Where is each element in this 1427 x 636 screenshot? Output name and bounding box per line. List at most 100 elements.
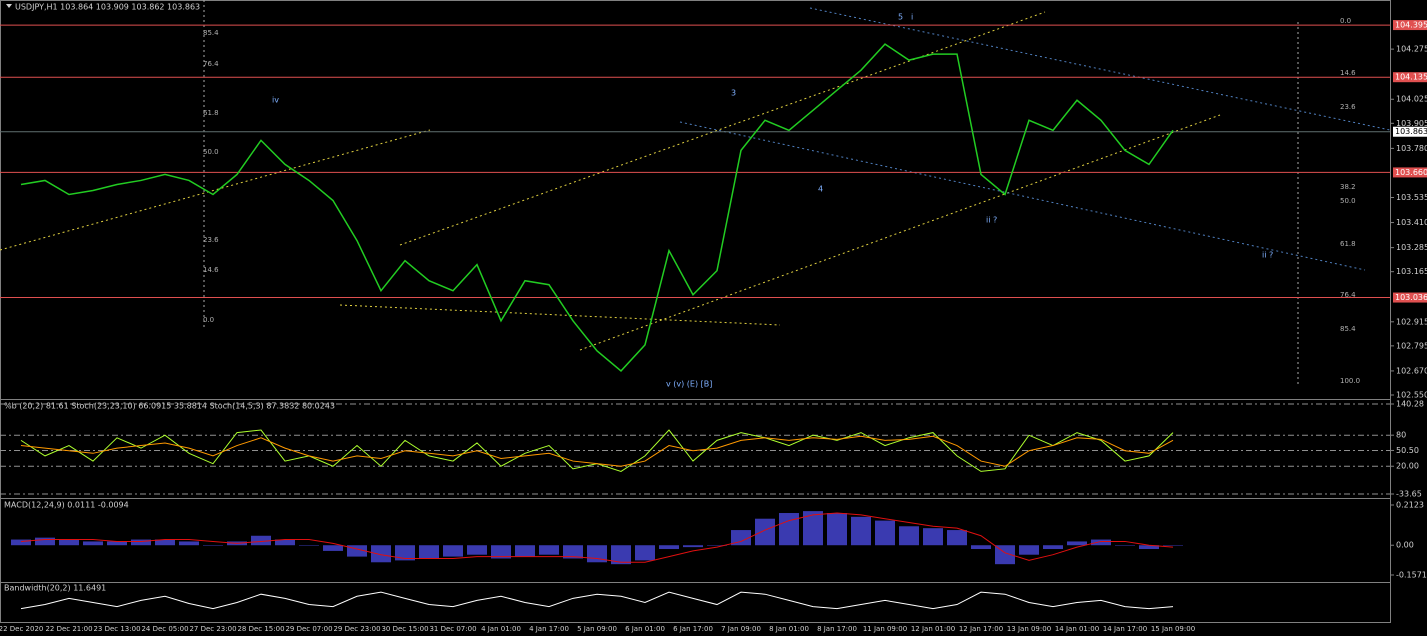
histogram-bar <box>59 539 79 546</box>
x-tick-label: 15 Jan 09:00 <box>1151 625 1195 633</box>
x-tick-label: 30 Dec 15:00 <box>381 625 428 633</box>
histogram-bar <box>947 530 967 546</box>
x-tick-label: 11 Jan 09:00 <box>863 625 907 633</box>
wave-label: 4 <box>818 185 823 194</box>
level-label-bg <box>1393 167 1427 178</box>
level-label: 103.036 <box>1395 293 1427 302</box>
histogram-bar <box>1067 541 1087 546</box>
x-tick-label: 13 Jan 09:00 <box>1007 625 1051 633</box>
y-tick-label: -33.65 <box>1396 490 1422 499</box>
histogram-bar <box>443 545 463 557</box>
wave-label: 5 <box>898 13 903 22</box>
histogram-bar <box>539 545 559 555</box>
histogram-bar <box>299 545 319 546</box>
series-line <box>20 512 1174 563</box>
histogram-bar <box>203 545 223 546</box>
x-tick-label: 8 Jan 01:00 <box>769 625 809 633</box>
histogram-bar <box>827 513 847 546</box>
x-tick-label: 23 Dec 13:00 <box>93 625 140 633</box>
fib-label: 38.2 <box>1340 183 1356 191</box>
fib-label: 76.4 <box>1340 291 1356 299</box>
histogram-bar <box>11 539 31 546</box>
y-tick-label: 50.50 <box>1396 446 1419 455</box>
current-price-label: 103.863 <box>1395 127 1427 136</box>
histogram-bar <box>971 545 991 550</box>
level-label: 103.660 <box>1395 168 1427 177</box>
y-tick-label: 0.00 <box>1396 541 1414 550</box>
histogram-bar <box>611 545 631 565</box>
wave-label: i <box>911 13 913 22</box>
x-tick-label: 12 Jan 01:00 <box>911 625 955 633</box>
level-label-bg <box>1393 20 1427 31</box>
level-label: 104.395 <box>1395 21 1427 30</box>
histogram-bar <box>899 526 919 546</box>
wave-label: v (v) (E) [B] <box>666 380 712 389</box>
histogram-bar <box>659 545 679 550</box>
panel-title: MACD(12,24,9) 0.0111 -0.0094 <box>4 501 129 510</box>
x-tick-label: 29 Dec 07:00 <box>285 625 332 633</box>
fib-label: 50.0 <box>1340 197 1356 205</box>
y-tick-label: 102.915 <box>1396 317 1427 326</box>
histogram-bar <box>419 545 439 559</box>
fib-label: 76.4 <box>203 60 219 68</box>
y-tick-label: 103.535 <box>1396 193 1427 202</box>
level-label: 104.135 <box>1395 73 1427 82</box>
x-tick-label: 7 Jan 09:00 <box>721 625 761 633</box>
x-tick-label: 6 Jan 01:00 <box>625 625 665 633</box>
histogram-bar <box>1163 545 1183 546</box>
x-tick-label: 14 Jan 17:00 <box>1103 625 1147 633</box>
y-tick-label: 0.2123 <box>1396 501 1424 510</box>
fib-label: 85.4 <box>203 29 219 37</box>
x-tick-label: 27 Dec 23:00 <box>189 625 236 633</box>
histogram-bar <box>923 528 943 546</box>
level-label-bg <box>1393 72 1427 83</box>
wave-label: ii ? <box>1262 251 1273 260</box>
y-tick-label: 80 <box>1396 431 1406 440</box>
x-tick-label: 4 Jan 17:00 <box>529 625 569 633</box>
histogram-bar <box>1115 545 1135 546</box>
histogram-bar <box>131 539 151 546</box>
x-tick-label: 29 Dec 23:00 <box>333 625 380 633</box>
histogram-bar <box>323 545 343 551</box>
fib-label: 0.0 <box>203 316 214 324</box>
histogram-bar <box>779 513 799 546</box>
y-tick-label: 103.410 <box>1396 218 1427 227</box>
histogram-bar <box>755 518 775 546</box>
y-tick-label: 103.285 <box>1396 243 1427 252</box>
x-tick-label: 31 Dec 07:00 <box>429 625 476 633</box>
x-tick-label: 28 Dec 15:00 <box>237 625 284 633</box>
fib-label: 61.8 <box>1340 240 1356 248</box>
y-tick-label: -0.1571 <box>1396 571 1427 580</box>
histogram-bar <box>179 541 199 546</box>
histogram-bar <box>803 511 823 546</box>
series-line <box>20 435 1174 467</box>
wave-label: 3 <box>731 89 736 98</box>
histogram-bar <box>563 545 583 559</box>
y-tick-label: 20.00 <box>1396 462 1419 471</box>
y-tick-label: 102.670 <box>1396 366 1427 375</box>
histogram-bar <box>83 541 103 546</box>
histogram-bar <box>1043 545 1063 550</box>
histogram-bar <box>467 545 487 555</box>
panel-title: %b (20,2) 81.61 Stoch(23,23,10) 66.0915 … <box>4 402 335 411</box>
panel-title: Bandwidth(20,2) 11.6491 <box>4 584 106 593</box>
x-tick-label: 6 Jan 17:00 <box>673 625 713 633</box>
histogram-bar <box>35 537 55 546</box>
histogram-bar <box>731 530 751 546</box>
y-tick-label: 140.28 <box>1396 400 1424 409</box>
level-label-bg <box>1393 292 1427 303</box>
histogram-bar <box>875 520 895 546</box>
series-line <box>20 43 1174 372</box>
y-tick-label: 103.780 <box>1396 144 1427 153</box>
histogram-bar <box>155 539 175 546</box>
y-tick-label: 103.165 <box>1396 267 1427 276</box>
fib-label: 61.8 <box>203 109 219 117</box>
fib-label: 100.0 <box>1340 377 1360 385</box>
histogram-bar <box>683 545 703 548</box>
series-line <box>20 591 1174 610</box>
x-tick-label: 5 Jan 09:00 <box>577 625 617 633</box>
wave-label: ii ? <box>986 216 997 225</box>
y-tick-label: 103.905 <box>1396 119 1427 128</box>
histogram-bar <box>635 545 655 561</box>
fib-label: 23.6 <box>203 236 219 244</box>
